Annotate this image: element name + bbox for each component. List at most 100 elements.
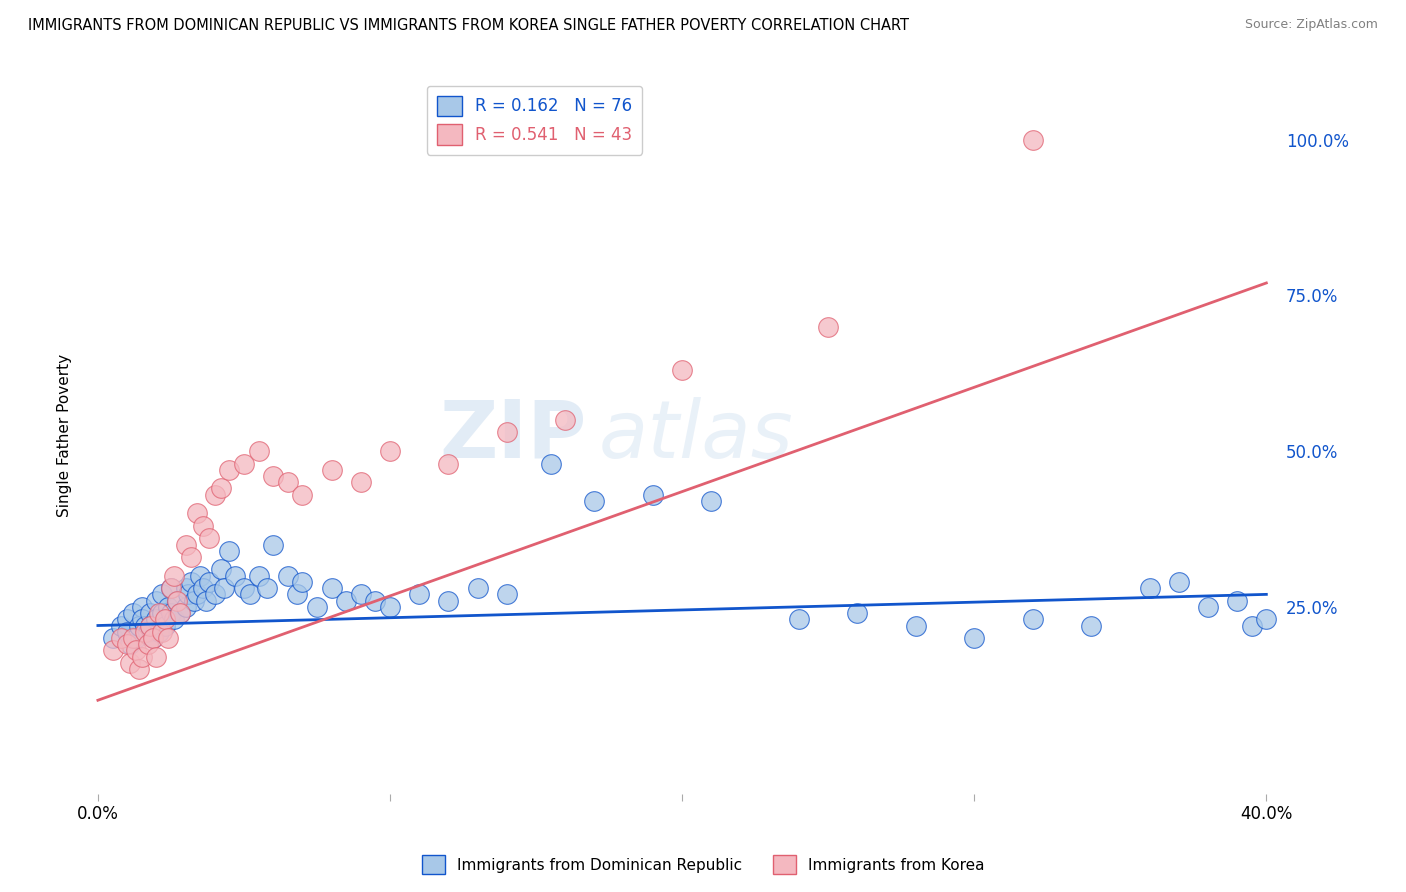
Immigrants from Dominican Republic [218,543,240,558]
Immigrants from Korea [1021,133,1043,147]
Immigrants from Dominican Republic [1139,581,1161,595]
Immigrants from Dominican Republic [174,581,197,595]
Immigrants from Korea [554,413,576,427]
Immigrants from Korea [174,537,197,551]
Immigrants from Dominican Republic [198,574,221,589]
Immigrants from Dominican Republic [177,587,200,601]
Immigrants from Korea [101,643,124,657]
Immigrants from Dominican Republic [233,581,256,595]
Immigrants from Dominican Republic [166,593,188,607]
Immigrants from Dominican Republic [350,587,373,601]
Immigrants from Dominican Republic [145,612,167,626]
Immigrants from Dominican Republic [139,606,162,620]
Immigrants from Dominican Republic [150,587,173,601]
Immigrants from Dominican Republic [1167,574,1189,589]
Immigrants from Dominican Republic [1226,593,1249,607]
Immigrants from Dominican Republic [239,587,262,601]
Immigrants from Dominican Republic [277,568,299,582]
Immigrants from Dominican Republic [115,624,138,639]
Immigrants from Korea [247,444,270,458]
Immigrants from Dominican Republic [148,624,170,639]
Immigrants from Korea [148,606,170,620]
Immigrants from Dominican Republic [174,599,197,614]
Immigrants from Dominican Republic [262,537,284,551]
Immigrants from Dominican Republic [437,593,460,607]
Immigrants from Dominican Republic [904,618,927,632]
Text: IMMIGRANTS FROM DOMINICAN REPUBLIC VS IMMIGRANTS FROM KOREA SINGLE FATHER POVERT: IMMIGRANTS FROM DOMINICAN REPUBLIC VS IM… [28,18,910,33]
Immigrants from Korea [204,488,226,502]
Immigrants from Dominican Republic [467,581,489,595]
Immigrants from Dominican Republic [139,618,162,632]
Immigrants from Korea [186,507,208,521]
Immigrants from Dominican Republic [846,606,869,620]
Y-axis label: Single Father Poverty: Single Father Poverty [58,354,72,517]
Immigrants from Dominican Republic [188,568,211,582]
Immigrants from Dominican Republic [364,593,387,607]
Immigrants from Korea [118,656,141,670]
Text: atlas: atlas [599,397,793,475]
Immigrants from Dominican Republic [122,606,145,620]
Immigrants from Dominican Republic [787,612,810,626]
Immigrants from Dominican Republic [136,624,159,639]
Immigrants from Dominican Republic [209,562,232,576]
Immigrants from Dominican Republic [641,488,664,502]
Text: ZIP: ZIP [439,397,586,475]
Immigrants from Dominican Republic [321,581,343,595]
Immigrants from Dominican Republic [118,637,141,651]
Immigrants from Dominican Republic [1256,612,1278,626]
Immigrants from Korea [817,319,839,334]
Immigrants from Korea [156,631,179,645]
Immigrants from Korea [378,444,401,458]
Immigrants from Korea [145,649,167,664]
Immigrants from Dominican Republic [204,587,226,601]
Immigrants from Dominican Republic [378,599,401,614]
Immigrants from Dominican Republic [101,631,124,645]
Immigrants from Korea [198,531,221,545]
Immigrants from Korea [209,482,232,496]
Immigrants from Dominican Republic [183,593,205,607]
Immigrants from Dominican Republic [131,612,153,626]
Immigrants from Dominican Republic [128,618,150,632]
Immigrants from Dominican Republic [212,581,235,595]
Immigrants from Korea [163,568,186,582]
Immigrants from Korea [233,457,256,471]
Immigrants from Dominican Republic [963,631,986,645]
Immigrants from Dominican Republic [186,587,208,601]
Immigrants from Korea [128,662,150,676]
Immigrants from Korea [125,643,148,657]
Immigrants from Dominican Republic [1197,599,1219,614]
Immigrants from Korea [180,549,202,564]
Immigrants from Korea [437,457,460,471]
Immigrants from Dominican Republic [160,606,183,620]
Immigrants from Dominican Republic [291,574,314,589]
Immigrants from Korea [166,593,188,607]
Immigrants from Dominican Republic [160,581,183,595]
Immigrants from Korea [153,612,176,626]
Immigrants from Korea [160,581,183,595]
Immigrants from Dominican Republic [247,568,270,582]
Immigrants from Dominican Republic [1240,618,1263,632]
Immigrants from Dominican Republic [256,581,278,595]
Immigrants from Dominican Republic [495,587,517,601]
Immigrants from Korea [142,631,165,645]
Immigrants from Korea [150,624,173,639]
Immigrants from Dominican Republic [169,606,191,620]
Immigrants from Dominican Republic [700,494,723,508]
Immigrants from Dominican Republic [335,593,357,607]
Immigrants from Korea [139,618,162,632]
Immigrants from Korea [350,475,373,490]
Immigrants from Dominican Republic [153,618,176,632]
Immigrants from Dominican Republic [583,494,606,508]
Immigrants from Korea [671,363,693,377]
Immigrants from Korea [110,631,132,645]
Immigrants from Dominican Republic [142,631,165,645]
Immigrants from Dominican Republic [145,593,167,607]
Immigrants from Dominican Republic [131,599,153,614]
Immigrants from Korea [277,475,299,490]
Immigrants from Korea [115,637,138,651]
Immigrants from Korea [136,637,159,651]
Immigrants from Dominican Republic [115,612,138,626]
Immigrants from Korea [134,624,156,639]
Immigrants from Dominican Republic [150,606,173,620]
Immigrants from Dominican Republic [305,599,328,614]
